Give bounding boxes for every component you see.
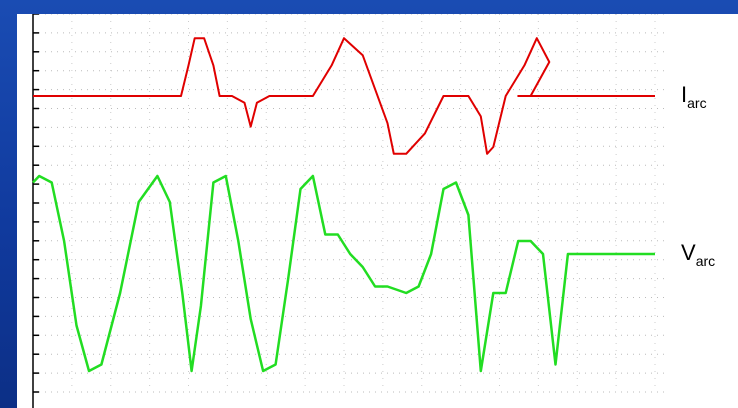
series-label-1: Varc — [681, 240, 715, 269]
series-labels: Iarc Varc — [681, 82, 715, 269]
series-line-0 — [33, 37, 655, 155]
series-line-1 — [32, 174, 655, 373]
chart-grid — [32, 14, 665, 393]
y-axis — [32, 14, 39, 408]
series-label-0: Iarc — [681, 82, 707, 111]
chart-panel: Iarc Varc — [17, 14, 738, 408]
series-group — [32, 37, 655, 373]
waveform-chart: Iarc Varc — [32, 14, 715, 408]
